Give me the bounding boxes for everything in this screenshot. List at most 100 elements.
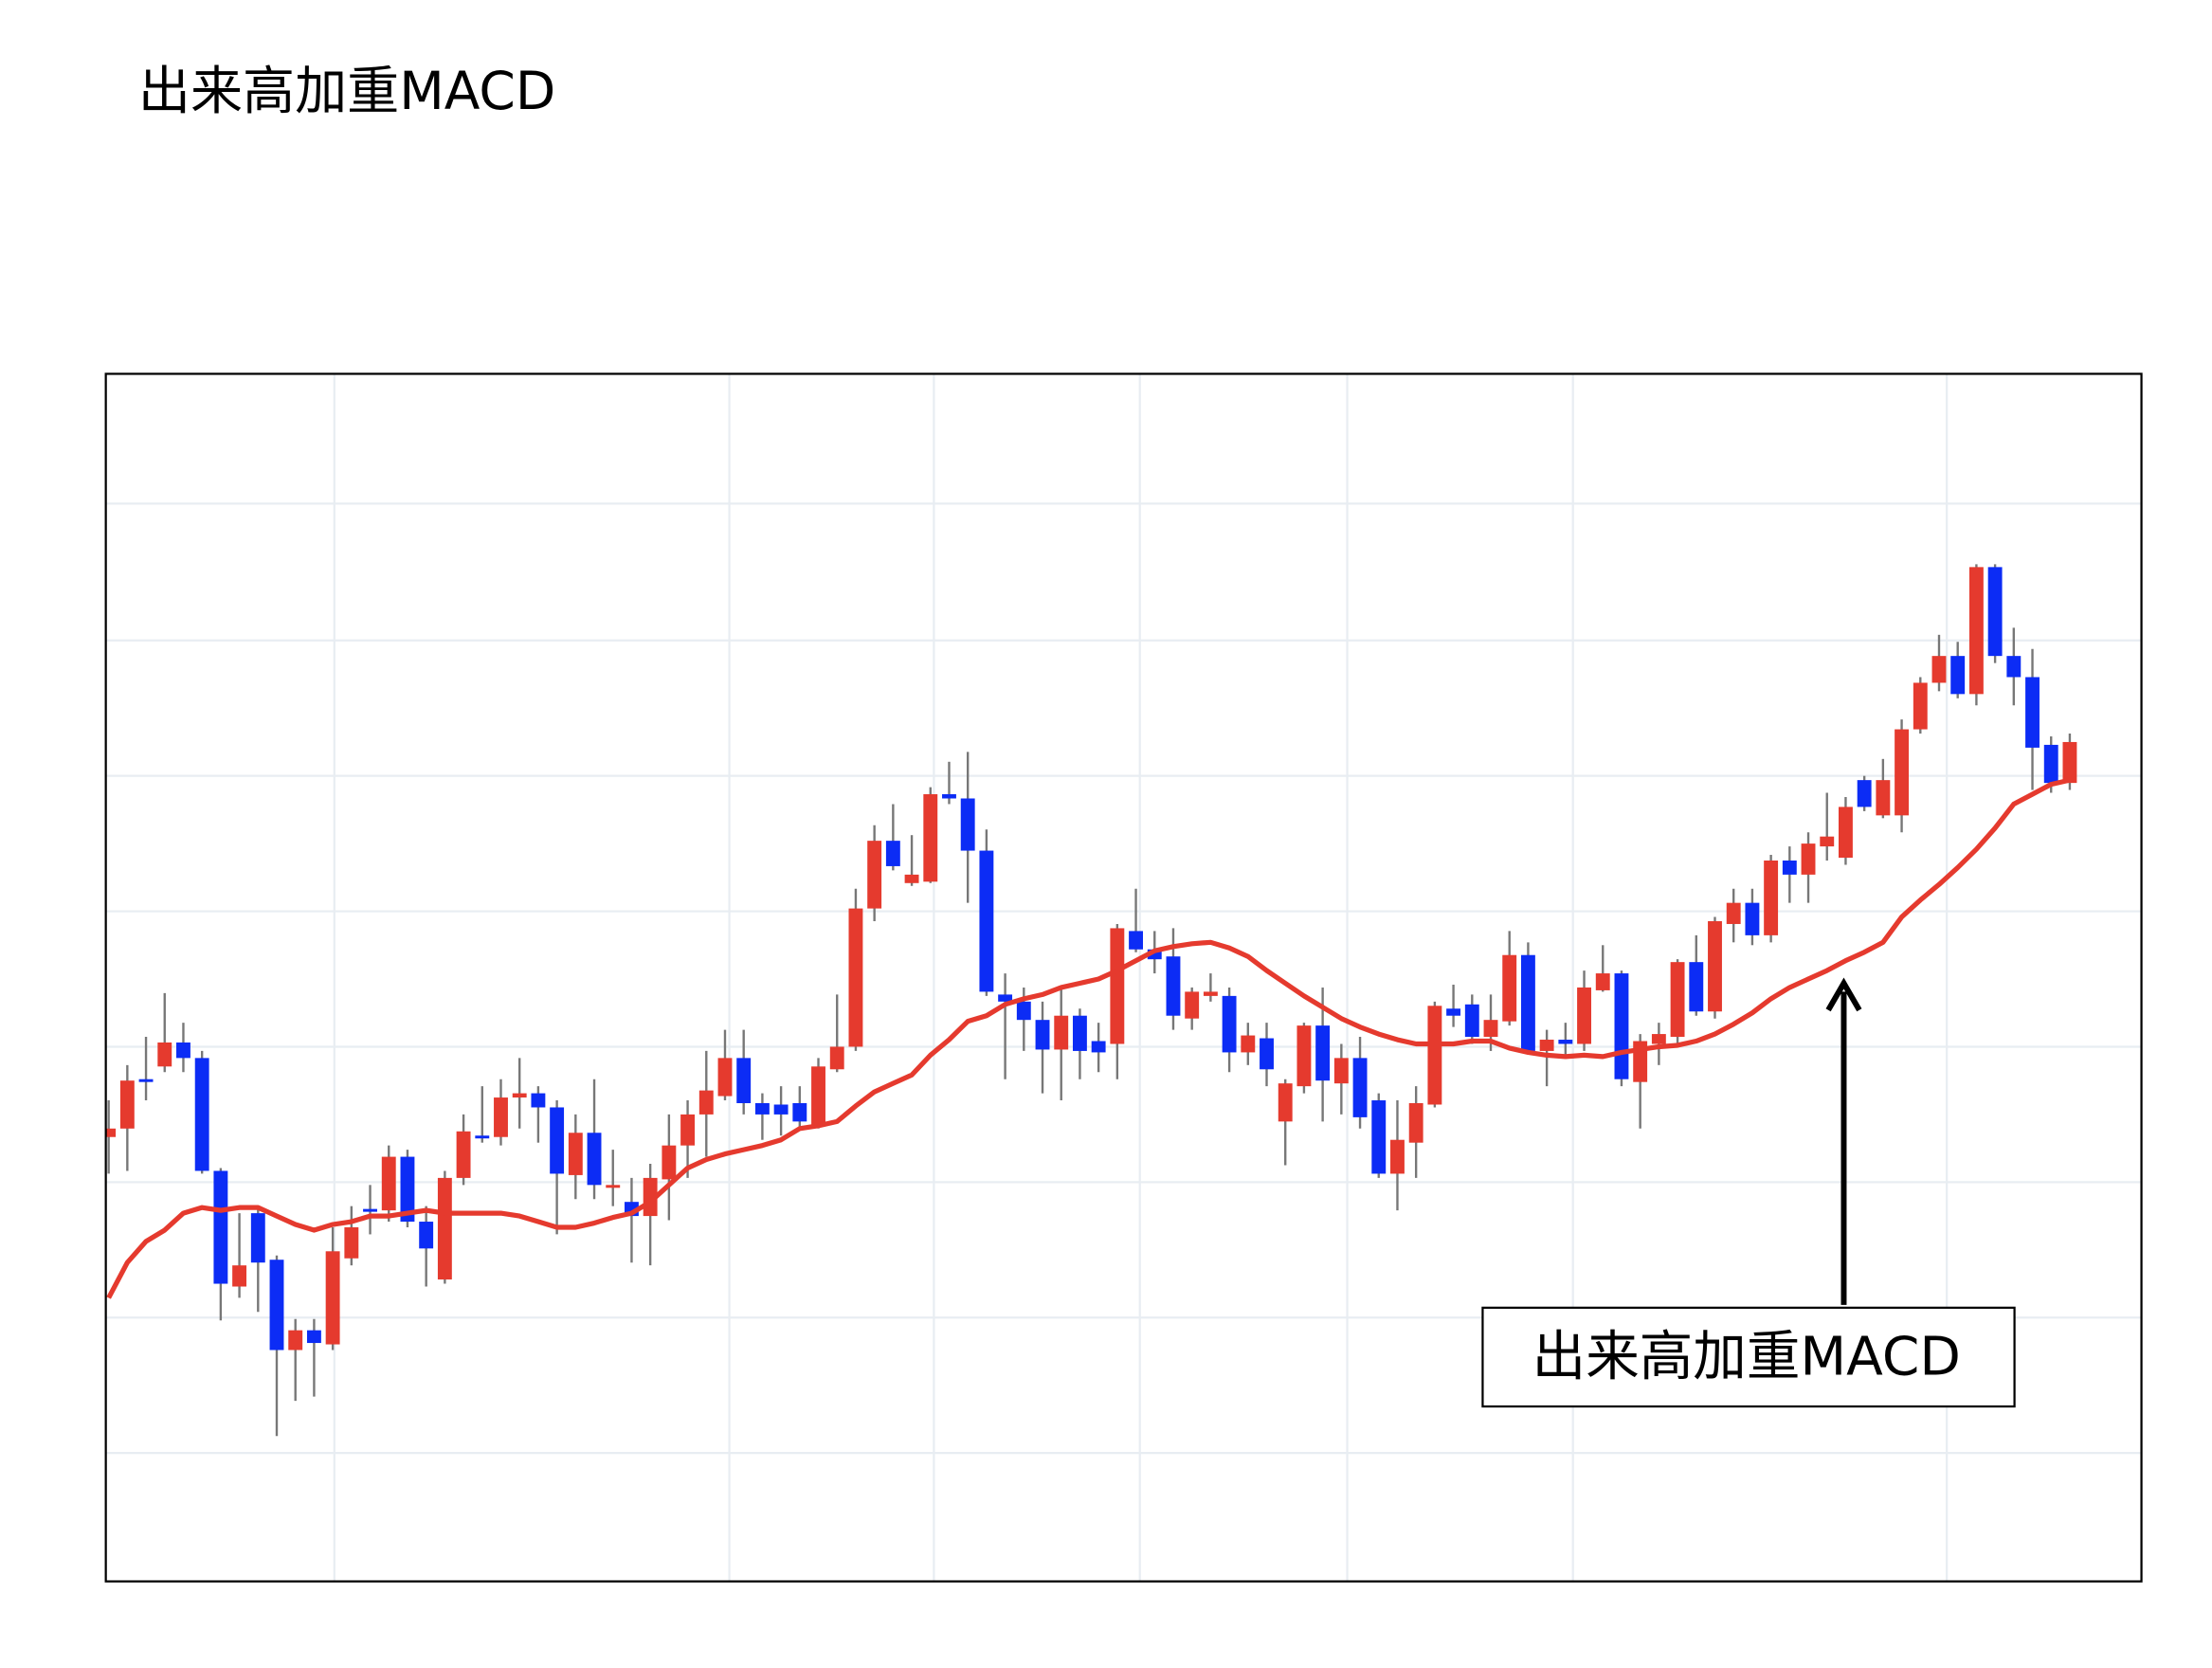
- candle-body: [736, 1058, 752, 1104]
- candle-body: [792, 1103, 807, 1122]
- grid: [105, 502, 2142, 1455]
- candle-body: [923, 794, 938, 882]
- candle-body: [1352, 1058, 1368, 1117]
- candle-body: [829, 1046, 844, 1070]
- candle-body: [1278, 1083, 1293, 1122]
- plot-frame: [104, 372, 2143, 1583]
- candle-body: [232, 1265, 247, 1287]
- candle-body: [306, 1330, 321, 1344]
- candle-body: [1801, 843, 1816, 875]
- candle-body: [157, 1042, 172, 1067]
- candle-body: [381, 1156, 396, 1211]
- candle-body: [213, 1170, 228, 1284]
- candle-body: [811, 1066, 825, 1126]
- candle-body: [1913, 682, 1928, 730]
- candle-body: [942, 794, 956, 799]
- candle-body: [2025, 677, 2040, 748]
- annotation-box: [1481, 1306, 2016, 1408]
- candle-body: [848, 908, 863, 1047]
- candle-body: [437, 1177, 452, 1280]
- candle-body: [1241, 1035, 1256, 1053]
- candle-body: [885, 841, 900, 866]
- candle-body: [1876, 780, 1891, 816]
- candle-body: [456, 1131, 471, 1178]
- candle-body: [1072, 1015, 1087, 1051]
- candle-body: [1764, 860, 1779, 935]
- candle-body: [698, 1090, 714, 1115]
- candle-body: [1222, 995, 1237, 1053]
- candle-body: [288, 1330, 303, 1351]
- candle-body: [250, 1213, 265, 1263]
- candle-body: [1483, 1020, 1498, 1038]
- candle-body: [2062, 741, 2077, 784]
- candle-body: [568, 1133, 583, 1175]
- candle-body: [1110, 928, 1125, 1044]
- plot-marks: [105, 564, 2077, 1437]
- candle-body: [1987, 567, 2003, 657]
- candle-body: [1296, 1025, 1312, 1087]
- candle-body: [680, 1114, 696, 1146]
- candle-body: [475, 1135, 490, 1139]
- candle-body: [1782, 860, 1797, 875]
- candle-body: [754, 1103, 770, 1115]
- candle-body: [494, 1097, 508, 1137]
- candle-body: [1166, 956, 1181, 1016]
- candle-body: [531, 1093, 546, 1108]
- candle-body: [269, 1260, 284, 1351]
- candle-body: [1950, 656, 1966, 695]
- candle-body: [773, 1104, 789, 1115]
- candle-body: [1203, 991, 1218, 996]
- candle-body: [1054, 1015, 1069, 1050]
- candle-body: [1558, 1040, 1573, 1044]
- candle-body: [1670, 962, 1685, 1038]
- candle-body: [1520, 954, 1535, 1051]
- candle-body: [1839, 807, 1853, 859]
- candle-body: [662, 1145, 677, 1180]
- candle-body: [587, 1133, 602, 1186]
- candle-body: [2006, 656, 2022, 678]
- candle-body: [1260, 1038, 1274, 1070]
- indicator-line: [106, 777, 2071, 1299]
- candle-body: [550, 1107, 565, 1174]
- candle-body: [105, 1128, 117, 1137]
- candle-body: [1408, 1103, 1423, 1143]
- candle-body: [1464, 1004, 1479, 1038]
- candle-body: [344, 1226, 359, 1259]
- candle-body: [606, 1185, 621, 1188]
- candle-body: [960, 798, 975, 851]
- candle-body: [325, 1251, 340, 1345]
- annotation-arrowhead: [1825, 977, 1862, 1012]
- candle-body: [1315, 1025, 1331, 1081]
- candle-body: [2043, 744, 2058, 784]
- candle-body: [1577, 987, 1591, 1044]
- candle-body: [1651, 1034, 1666, 1044]
- candle-body: [1931, 656, 1947, 683]
- candle-body: [400, 1156, 415, 1223]
- annotation-text: 出来高加重MACD: [1532, 1326, 1961, 1388]
- candle-body: [1502, 954, 1517, 1022]
- chart-title: 出来高加重MACD: [138, 61, 555, 121]
- candle-body: [717, 1058, 733, 1097]
- candle-body: [1726, 902, 1741, 924]
- candle-body: [194, 1058, 209, 1171]
- candle-body: [1857, 780, 1872, 807]
- candle-body: [1091, 1041, 1106, 1053]
- candle-body: [1614, 973, 1629, 1079]
- candle-body: [998, 994, 1013, 1002]
- candle-body: [1539, 1040, 1554, 1051]
- candle-body: [904, 874, 919, 883]
- candle-body: [979, 850, 994, 992]
- candle-body: [1820, 836, 1835, 847]
- candle-body: [1371, 1100, 1387, 1174]
- candle-body: [1129, 931, 1143, 950]
- candle-body: [1016, 1001, 1031, 1021]
- candle-body: [419, 1222, 434, 1249]
- candle-body: [1968, 567, 1984, 695]
- candle-body: [1035, 1020, 1050, 1050]
- candle-body: [1427, 1006, 1442, 1105]
- candle-body: [867, 841, 882, 909]
- vertical-grid: [333, 373, 1949, 1582]
- candle-body: [1895, 729, 1910, 816]
